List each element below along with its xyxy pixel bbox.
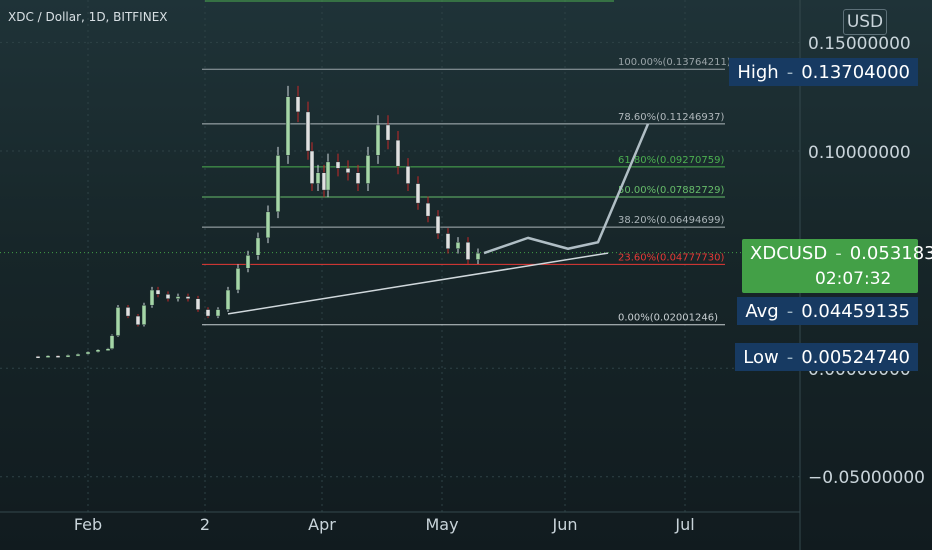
candle-body	[475, 252, 481, 260]
candle-body	[109, 335, 115, 349]
candle-body	[285, 96, 291, 156]
candle-body	[315, 172, 321, 184]
fib-level-label: 78.60%(0.11246937)	[618, 112, 724, 123]
fib-level-label: 23.60%(0.04777730)	[618, 252, 724, 263]
time-tick-label: Jun	[552, 515, 578, 534]
candle-body	[245, 255, 251, 269]
candle-body	[105, 348, 111, 351]
candle-body	[345, 168, 351, 173]
candle-body	[185, 296, 191, 299]
projection-path	[483, 123, 650, 255]
currency-button[interactable]: USD	[843, 9, 887, 35]
candle-body	[455, 241, 461, 249]
candle-body	[45, 355, 51, 358]
time-tick-label: May	[425, 515, 458, 534]
candle-body	[355, 172, 361, 184]
symbol-title: XDC / Dollar, 1D, BITFINEX	[8, 10, 168, 24]
avg-value: 0.04459135	[801, 300, 910, 322]
candle-body	[385, 124, 391, 141]
dash-glyph: -	[786, 300, 794, 322]
candle-body	[155, 289, 161, 295]
candle-body	[235, 268, 241, 291]
price-tick: −0.05000000	[808, 468, 925, 488]
candle-body	[115, 307, 121, 336]
candle-body	[141, 304, 147, 326]
candle-body	[225, 289, 231, 310]
price-tick: 0.15000000	[808, 34, 911, 54]
high-badge: High - 0.13704000	[729, 58, 918, 86]
low-value: 0.00524740	[801, 346, 910, 368]
candle-body	[265, 211, 271, 239]
fib-level-label: 38.20%(0.06494699)	[618, 215, 724, 226]
candle-body	[35, 356, 41, 359]
candle-body	[55, 355, 61, 358]
candle-body	[295, 96, 301, 113]
candle-body	[445, 233, 451, 249]
time-tick-label: Feb	[74, 515, 102, 534]
high-label: High	[737, 61, 779, 83]
fib-level-label: 0.00%(0.02001246)	[618, 313, 718, 324]
candle-body	[195, 298, 201, 310]
candle-body	[335, 161, 341, 169]
candle-body	[375, 124, 381, 156]
candle-body	[309, 150, 315, 184]
candle-body	[255, 237, 261, 256]
symbol-label: XDCUSD	[750, 242, 828, 264]
avg-label: Avg	[745, 300, 779, 322]
low-label: Low	[743, 346, 779, 368]
high-value: 0.13704000	[801, 61, 910, 83]
candle-body	[85, 351, 91, 355]
candle-body	[135, 315, 141, 326]
candle-body	[465, 241, 471, 260]
candle-body	[175, 296, 181, 299]
fib-level-label: 61.80%(0.09270759)	[618, 155, 724, 166]
last-price-value: 0.05318300	[849, 242, 932, 264]
fib-level-label: 50.00%(0.07882729)	[618, 185, 724, 196]
bar-countdown: 02:07:32	[815, 269, 892, 289]
last-price-badge: XDCUSD - 0.05318300 02:07:32	[742, 239, 932, 293]
candle-body	[305, 111, 311, 152]
candle-body	[395, 139, 401, 167]
candle-body	[415, 183, 421, 204]
candle-body	[275, 155, 281, 213]
candle-body	[75, 353, 81, 357]
time-tick-label: Apr	[308, 515, 336, 534]
dash-glyph: -	[786, 346, 794, 368]
candle-body	[149, 289, 155, 306]
candle-body	[65, 354, 71, 358]
candle-body	[215, 309, 221, 317]
time-tick-label: 2	[200, 515, 210, 534]
candle-body	[205, 309, 211, 317]
candle-body	[95, 349, 101, 353]
candle-body	[325, 161, 331, 191]
fib-level-label: 100.00%(0.13764211)	[618, 57, 731, 68]
candle-body	[125, 307, 131, 317]
price-tick: 0.10000000	[808, 143, 911, 163]
candle-body	[425, 202, 431, 217]
candle-body	[321, 172, 327, 191]
low-badge: Low - 0.00524740	[735, 343, 918, 371]
time-tick-label: Jul	[674, 515, 694, 534]
dash-glyph: -	[786, 61, 794, 83]
candle-body	[405, 165, 411, 184]
candle-body	[365, 155, 371, 184]
candle-body	[165, 294, 171, 299]
avg-badge: Avg - 0.04459135	[737, 297, 918, 325]
trend-line	[227, 252, 609, 315]
candle-body	[435, 215, 441, 234]
